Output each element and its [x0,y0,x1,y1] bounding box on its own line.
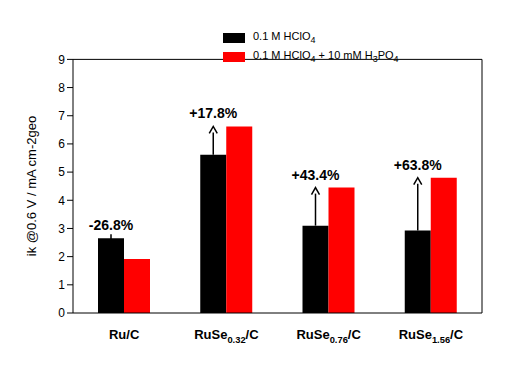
svg-text:Ru/C: Ru/C [109,327,140,342]
svg-text:ik @0.6 V / mA cm-2geo: ik @0.6 V / mA cm-2geo [24,116,39,256]
svg-text:7: 7 [58,109,65,123]
svg-text:0: 0 [58,306,65,320]
svg-text:+63.8%: +63.8% [394,157,442,173]
html-text:0.1 M HClO4+ 10 mM H3PO4: 0.1 M HClO4+ 10 mM H3PO4 [253,49,399,65]
svg-text:3: 3 [58,222,65,236]
svg-text:1: 1 [58,278,65,292]
svg-text:-26.8%: -26.8% [89,217,134,233]
svg-text:4: 4 [58,194,65,208]
svg-text:8: 8 [58,81,65,95]
svg-text:2: 2 [58,250,65,264]
svg-text:6: 6 [58,137,65,151]
svg-text:RuSe1.56/C: RuSe1.56/C [399,327,464,345]
svg-text:RuSe0.32/C: RuSe0.32/C [194,327,259,345]
html-text:0.1 M HClO4: 0.1 M HClO4 [253,30,316,46]
svg-text:+43.4%: +43.4% [292,167,340,183]
svg-text:5: 5 [58,165,65,179]
svg-text:9: 9 [58,53,65,67]
svg-text:+17.8%: +17.8% [189,105,237,121]
svg-text:RuSe0.76/C: RuSe0.76/C [296,327,361,345]
